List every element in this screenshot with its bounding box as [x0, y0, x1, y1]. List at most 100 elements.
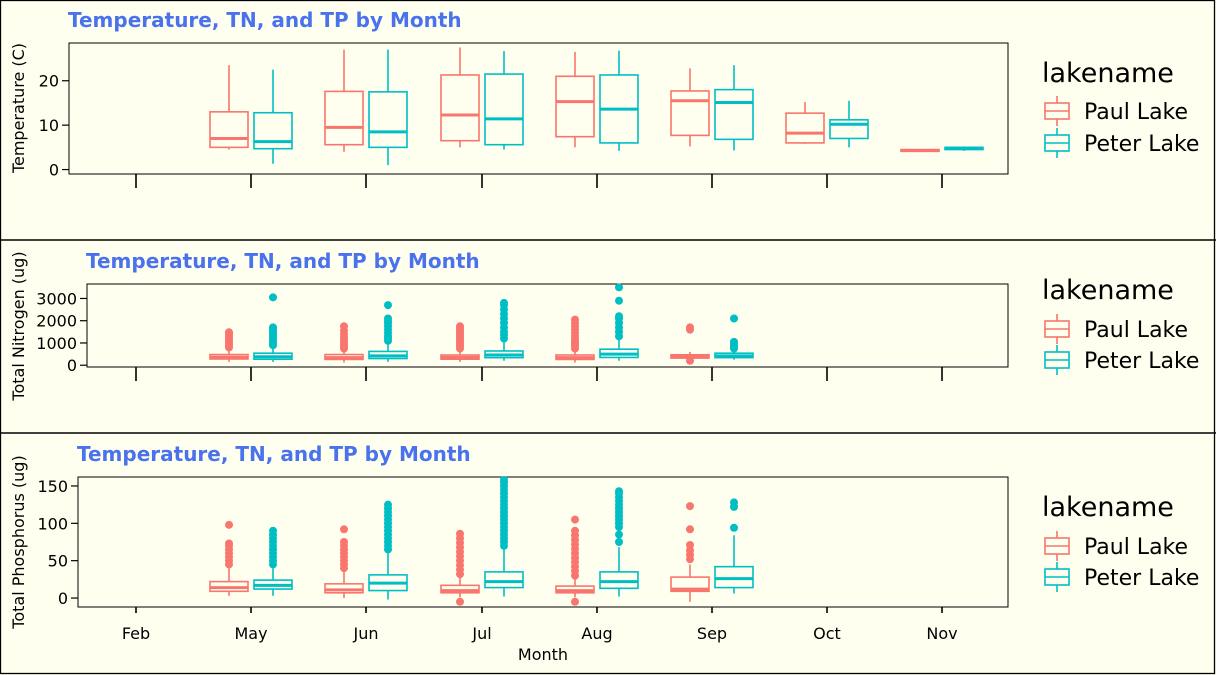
outlier-point — [384, 314, 392, 323]
box-paul-lake-may — [209, 520, 249, 596]
outlier-point — [269, 293, 277, 302]
y-tick-label: 0 — [58, 589, 68, 608]
box-paul-lake-jul — [440, 322, 480, 362]
outlier-point — [456, 322, 464, 331]
x-tick-label: Nov — [926, 624, 957, 643]
box-peter-lake-aug — [599, 487, 639, 597]
outlier-point — [571, 515, 579, 524]
outlier-point — [456, 597, 464, 606]
outlier-point — [615, 487, 623, 496]
box-iqr — [670, 576, 710, 593]
x-tick-label: Jun — [353, 624, 379, 643]
legend: lakename Paul Lake Peter Lake — [1042, 58, 1199, 158]
box-iqr — [368, 91, 408, 149]
y-axis-label: Total Nitrogen (ug) — [9, 251, 28, 401]
box-peter-lake-may — [253, 526, 293, 596]
plot-area — [77, 476, 1009, 608]
y-tick-label: 2000 — [36, 312, 77, 331]
outlier-point — [500, 298, 508, 307]
outlier-point — [615, 312, 623, 321]
box-peter-lake-sep — [714, 65, 754, 151]
x-axis-label: Month — [518, 645, 568, 664]
legend-label: Peter Lake — [1084, 132, 1199, 157]
box-iqr — [484, 73, 524, 146]
box-paul-lake-jul — [440, 47, 480, 148]
plot-area — [86, 283, 1009, 368]
x-tick-label: Sep — [697, 624, 727, 643]
y-tick-label: 0 — [67, 356, 77, 375]
outlier-point — [340, 538, 348, 546]
legend-label: Peter Lake — [1084, 566, 1199, 591]
box-iqr — [209, 111, 249, 149]
box-peter-lake-jun — [368, 49, 408, 166]
box-peter-lake-aug — [599, 283, 639, 361]
outlier-point — [269, 526, 277, 535]
y-tick-label: 150 — [37, 477, 68, 496]
box-paul-lake-jun — [324, 525, 364, 599]
panel-2: Temperature, TN, and TP by Month 0 1000 200… — [0, 239, 1216, 402]
panel-title: Temperature, TN, and TP by Month — [86, 249, 480, 273]
outlier-point — [456, 529, 464, 538]
y-tick-label: 10 — [39, 116, 59, 135]
outlier-point — [615, 296, 623, 305]
legend-label: Peter Lake — [1084, 349, 1199, 374]
outlier-point — [269, 323, 277, 332]
panel-title: Temperature, TN, and TP by Month — [77, 442, 471, 466]
box-peter-lake-sep — [714, 314, 754, 360]
x-tick-label: Feb — [122, 624, 150, 643]
outlier-point — [730, 498, 738, 507]
y-tick-label: 20 — [39, 72, 59, 91]
legend-label: Paul Lake — [1084, 535, 1188, 560]
y-axis-label: Total Phosphorus (ug) — [9, 455, 28, 629]
outlier-point — [571, 315, 579, 324]
box-iqr — [555, 75, 595, 138]
outlier-point — [500, 475, 508, 484]
outlier-point — [225, 328, 233, 337]
outlier-point — [686, 323, 694, 332]
legend-key — [1044, 314, 1070, 344]
outlier-point — [686, 540, 694, 549]
box-iqr — [484, 571, 524, 589]
y-tick-label: 1000 — [36, 334, 77, 353]
y-axis-label: Temperature (C) — [9, 43, 28, 174]
outlier-point — [730, 337, 738, 346]
legend-key — [1044, 128, 1070, 158]
x-tick-label: May — [234, 624, 267, 643]
box-iqr — [670, 90, 710, 137]
x-tick-label: Aug — [581, 624, 612, 643]
box-paul-lake-sep — [670, 323, 710, 365]
box-peter-lake-sep — [714, 498, 754, 594]
box-paul-lake-jun — [324, 49, 364, 152]
box-paul-lake-aug — [555, 51, 595, 148]
outlier-point — [686, 356, 694, 365]
box-iqr — [324, 90, 364, 146]
legend-title: lakename — [1042, 58, 1174, 89]
legend-key — [1044, 531, 1070, 561]
y-tick-label: 50 — [48, 552, 68, 571]
box-iqr — [829, 119, 869, 140]
box-paul-lake-jul — [440, 529, 480, 606]
legend: lakename Paul Lake Peter Lake — [1042, 275, 1199, 375]
plot-area — [68, 42, 1009, 175]
box-peter-lake-may — [253, 293, 293, 362]
box-paul-lake-oct — [785, 102, 825, 144]
y-tick-label: 100 — [37, 514, 68, 533]
outlier-point — [384, 301, 392, 310]
legend-key — [1044, 96, 1070, 126]
legend-title: lakename — [1042, 275, 1174, 306]
legend-label: Paul Lake — [1084, 318, 1188, 343]
box-paul-lake-may — [209, 328, 249, 362]
outlier-point — [615, 530, 623, 539]
box-paul-lake-sep — [670, 502, 710, 602]
box-paul-lake-nov — [900, 148, 940, 153]
box-iqr — [440, 74, 480, 142]
panel-1: Temperature, TN, and TP by Month 0 10 20 Tem… — [9, 8, 1199, 188]
box-paul-lake-jun — [324, 322, 364, 363]
box-paul-lake-aug — [555, 515, 595, 606]
box-iqr — [714, 88, 754, 141]
legend: lakename Paul Lake Peter Lake — [1042, 492, 1199, 592]
box-peter-lake-jun — [368, 301, 408, 362]
outlier-point — [384, 500, 392, 509]
box-paul-lake-aug — [555, 315, 595, 363]
